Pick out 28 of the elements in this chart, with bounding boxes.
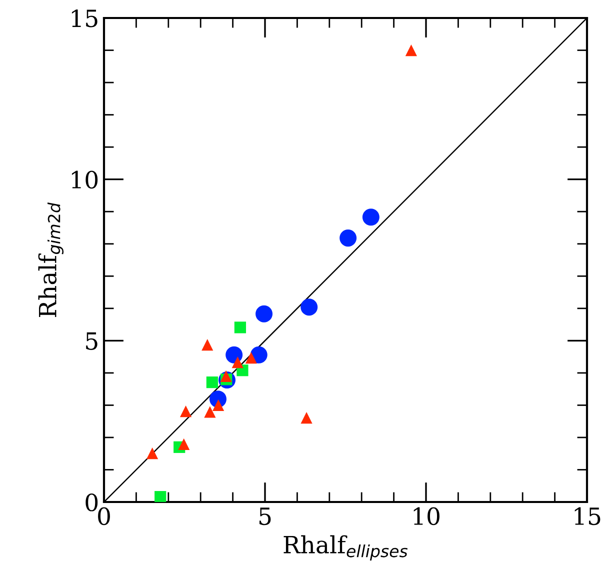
point bbox=[180, 406, 192, 418]
point bbox=[300, 412, 312, 424]
y-tick-label: 10 bbox=[72, 170, 98, 189]
x-tick-label: 0 bbox=[98, 507, 110, 526]
point bbox=[212, 399, 224, 412]
y-tick-label: 15 bbox=[72, 9, 98, 28]
y-tick-label: 0 bbox=[86, 493, 98, 512]
point bbox=[226, 346, 243, 364]
point bbox=[234, 322, 246, 334]
x-axis-title: Rhalf$_{ellipses}$ bbox=[284, 535, 408, 561]
point bbox=[178, 438, 190, 450]
point bbox=[245, 352, 257, 364]
point bbox=[146, 447, 158, 460]
y-axis-title: Rhalf$_{gim2d}$ bbox=[38, 202, 64, 318]
point bbox=[405, 44, 417, 56]
point bbox=[206, 376, 218, 388]
point bbox=[204, 406, 216, 418]
point bbox=[232, 356, 244, 368]
point bbox=[154, 491, 166, 502]
point bbox=[300, 298, 318, 316]
y-tick-label: 5 bbox=[86, 332, 98, 350]
point bbox=[202, 339, 214, 351]
x-tick-label: 5 bbox=[259, 508, 271, 526]
point bbox=[362, 208, 380, 226]
point bbox=[256, 305, 273, 322]
x-tick-label: 10 bbox=[414, 507, 440, 526]
point bbox=[340, 230, 357, 247]
x-tick-label: 15 bbox=[574, 507, 600, 526]
